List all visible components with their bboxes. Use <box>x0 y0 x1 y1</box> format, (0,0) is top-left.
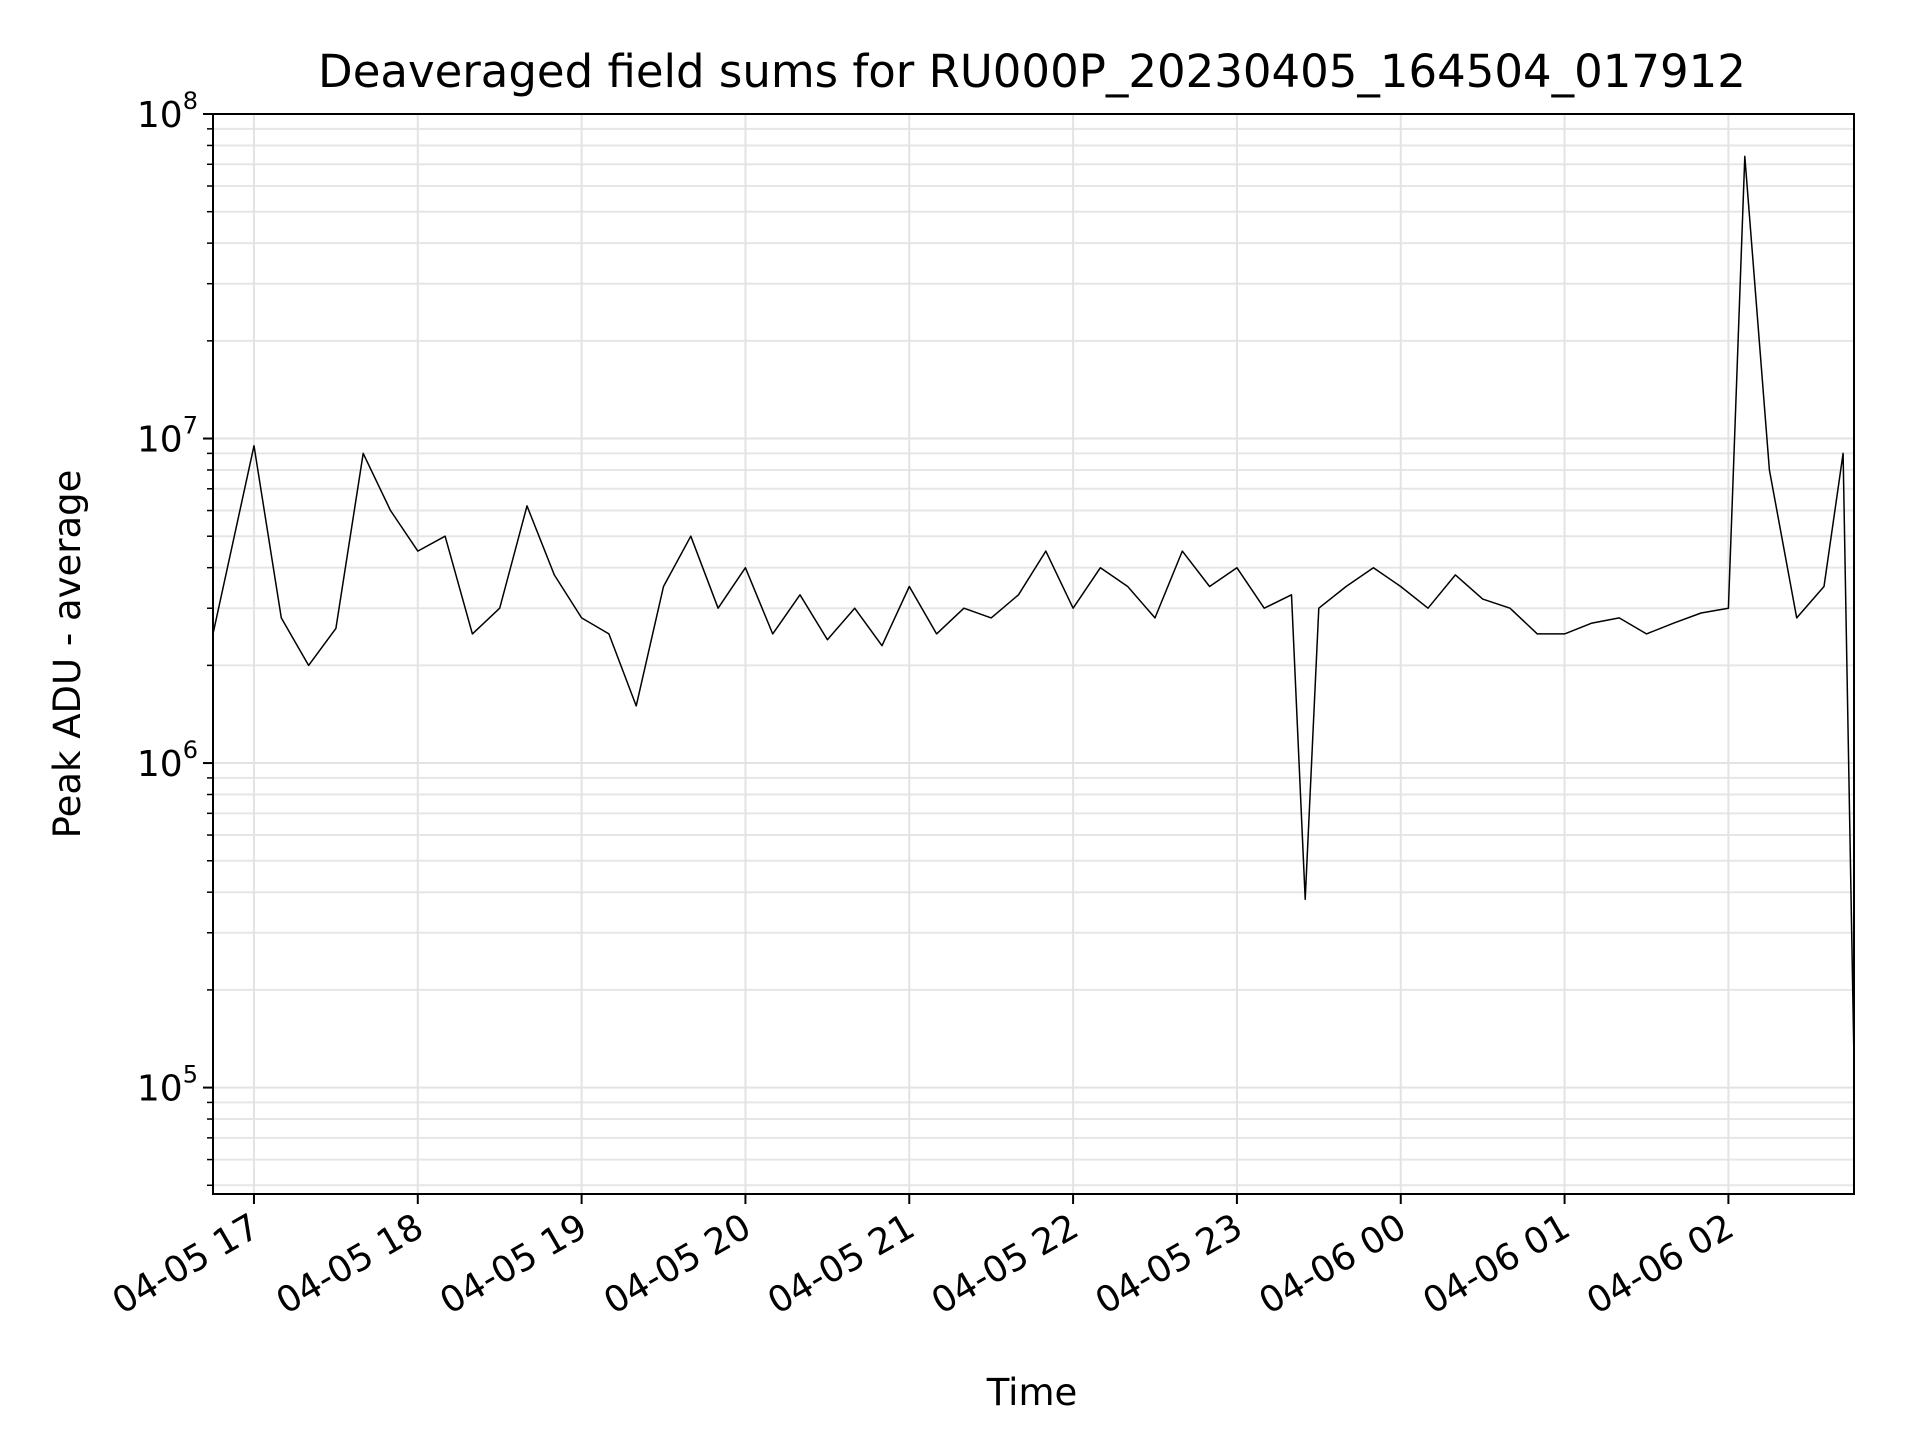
y-tick-label: 106 <box>137 736 198 785</box>
y-tick-label: 108 <box>137 87 198 136</box>
y-tick-label-exponent: 5 <box>183 1061 198 1089</box>
plot-area <box>212 155 1855 1062</box>
x-axis-label: Time <box>986 1371 1078 1414</box>
y-tick-label: 107 <box>137 412 198 461</box>
y-tick-label-base: 10 <box>137 1069 183 1110</box>
y-tick-label: 105 <box>137 1061 198 1110</box>
y-tick-label-base: 10 <box>137 420 183 461</box>
plot-frame <box>212 113 1855 1195</box>
grid-lines <box>213 113 1854 1194</box>
y-axis-label: Peak ADU - average <box>46 470 89 839</box>
y-tick-label-exponent: 7 <box>183 412 198 440</box>
data-series-line <box>212 155 1855 1062</box>
y-tick-label-exponent: 6 <box>183 736 198 764</box>
y-tick-label-exponent: 8 <box>183 87 198 115</box>
y-tick-label-base: 10 <box>137 95 183 136</box>
chart-title: Deaveraged field sums for RU000P_2023040… <box>318 45 1746 98</box>
y-tick-label-base: 10 <box>137 744 183 785</box>
